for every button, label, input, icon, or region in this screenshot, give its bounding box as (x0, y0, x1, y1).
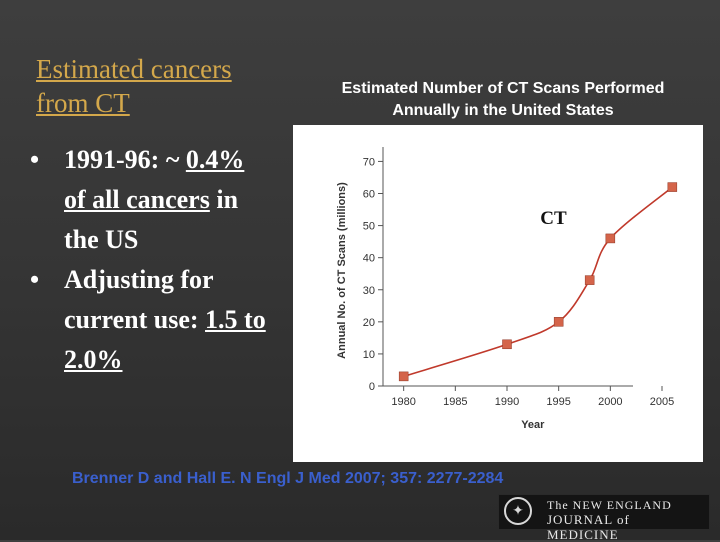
bullet-2-range-end: 2.0% (64, 345, 123, 374)
citation: Brenner D and Hall E. N Engl J Med 2007;… (72, 470, 504, 487)
bullet-1-line3: the US (64, 225, 139, 254)
y-tick-label: 0 (369, 381, 375, 393)
bullet-2-line3: 2.0% (30, 340, 330, 380)
data-point (584, 275, 595, 285)
bullet-1-percent: 0.4% (185, 145, 245, 174)
chart-heading: Estimated Number of CT Scans Performed A… (308, 78, 698, 122)
bullet-2-text: Adjusting for (64, 265, 214, 294)
logo-line2: JOURNAL of MEDICINE (547, 512, 630, 542)
y-tick-label: 10 (363, 349, 375, 361)
bullet-1-emphasis: of all cancers (64, 185, 210, 214)
journal-logo: ✦ The NEW ENGLAND JOURNAL of MEDICINE (498, 494, 710, 542)
slide-title-line2: from CT (36, 88, 130, 118)
data-point (667, 182, 678, 192)
series-line (403, 186, 673, 378)
line-chart: 0 10 20 30 40 50 60 70 1980 1985 1990 1995 2000 2005 Y… (336, 147, 678, 431)
slide-title: Estimated cancers from CT (36, 52, 306, 120)
x-tick-label: 1980 (391, 396, 415, 408)
bullet-2-prefix: current use: (64, 305, 206, 334)
y-tick-label: 60 (363, 189, 375, 201)
chart-annotation: CT (540, 208, 567, 229)
bullet-dot: • (30, 145, 40, 174)
bullet-2-line2: current use: 1.5 to (30, 300, 330, 340)
y-tick-label: 20 (363, 317, 375, 329)
bullet-list: • 1991-96: ~ 0.4% of all cancers in the U… (30, 140, 330, 380)
slide-title-line1: Estimated cancers (36, 54, 232, 84)
y-tick-label: 70 (363, 156, 375, 168)
data-point (502, 339, 512, 350)
x-tick-label: 1995 (546, 396, 570, 408)
y-axis-label: Annual No. of CT Scans (millions) (336, 182, 348, 359)
nejm-seal-icon: ✦ (504, 497, 532, 525)
y-tick-label: 50 (363, 221, 375, 233)
chart-heading-line1: Estimated Number of CT Scans Performed (341, 80, 665, 97)
bullet-2-line1: • Adjusting for (30, 260, 330, 300)
x-tick-label: 2000 (598, 396, 622, 408)
y-tick-label: 30 (363, 285, 375, 297)
x-tick-label: 1985 (443, 396, 467, 408)
y-tick-label: 40 (363, 253, 375, 265)
bullet-1-line2: of all cancers in (30, 180, 330, 220)
data-point (605, 233, 616, 244)
logo-line1: The NEW ENGLAND (547, 498, 672, 512)
bullet-1-line1: • 1991-96: ~ 0.4% (30, 140, 330, 180)
chart-panel: 0 10 20 30 40 50 60 70 1980 1985 1990 1995 2000 2005 Y… (293, 125, 703, 462)
x-axis-label: Year (521, 419, 545, 431)
bullet-1-line2-rest: in (209, 185, 239, 214)
x-tick-label: 2005 (650, 396, 674, 408)
bullet-2-range-start: 1.5 to (205, 305, 266, 334)
chart-heading-line2: Annually in the United States (392, 102, 614, 119)
x-tick-label: 1990 (495, 396, 519, 408)
logo-text: The NEW ENGLAND JOURNAL of MEDICINE (547, 498, 705, 542)
data-point (398, 371, 409, 382)
bullet-1-prefix: 1991-96: ~ (64, 145, 186, 174)
data-point (553, 317, 564, 327)
bullet-dot: • (30, 265, 40, 294)
